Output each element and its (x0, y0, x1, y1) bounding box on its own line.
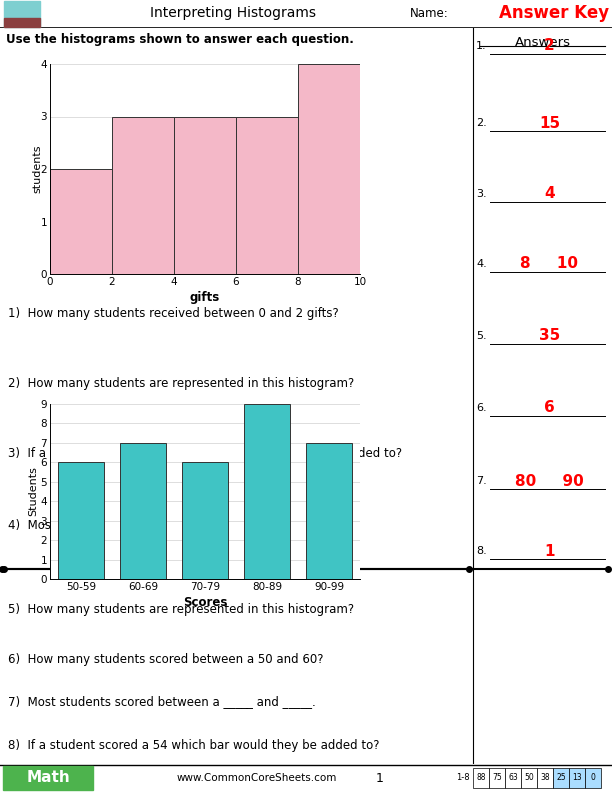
Text: 4)  Most students received between _____ and _____ gifts.: 4) Most students received between _____ … (8, 520, 346, 532)
Text: 35: 35 (539, 329, 560, 344)
Text: Answers: Answers (515, 36, 570, 49)
Text: 2: 2 (544, 39, 555, 54)
Text: 50: 50 (524, 774, 534, 782)
Y-axis label: students: students (33, 145, 43, 193)
Bar (174, 116, 236, 274)
Bar (306, 443, 353, 579)
Text: 38: 38 (540, 774, 550, 782)
Bar (58, 463, 104, 579)
Text: 8     10: 8 10 (520, 257, 578, 272)
Bar (4, 1, 40, 27)
Text: 1)  How many students received between 0 and 2 gifts?: 1) How many students received between 0 … (8, 307, 339, 321)
Text: 8)  If a student scored a 54 which bar would they be added to?: 8) If a student scored a 54 which bar wo… (8, 740, 379, 752)
X-axis label: Scores: Scores (183, 596, 227, 609)
Bar (244, 404, 290, 579)
Text: 25: 25 (556, 774, 566, 782)
Bar (585, 768, 601, 788)
Y-axis label: Students: Students (28, 466, 38, 516)
Bar (505, 768, 521, 788)
Bar (4, 18, 40, 27)
Text: 2.: 2. (476, 118, 487, 128)
Bar (112, 116, 174, 274)
Text: Math: Math (26, 771, 70, 786)
Text: 3)  If a student received 6 gifts which bar would they be added to?: 3) If a student received 6 gifts which b… (8, 447, 402, 460)
Bar (553, 768, 569, 788)
Text: 8.: 8. (476, 546, 487, 556)
Text: 1.: 1. (476, 41, 487, 51)
Text: 1-8: 1-8 (457, 774, 470, 782)
Text: 75: 75 (492, 774, 502, 782)
Text: 6: 6 (544, 401, 555, 416)
Text: Use the histograms shown to answer each question.: Use the histograms shown to answer each … (6, 33, 354, 46)
Text: 3.: 3. (476, 189, 487, 199)
Text: 4: 4 (544, 186, 554, 201)
Text: Interpreting Histograms: Interpreting Histograms (149, 6, 316, 21)
Text: 63: 63 (508, 774, 518, 782)
Bar (3, 766, 93, 790)
Text: Name:: Name: (410, 7, 449, 20)
Bar (236, 116, 298, 274)
Bar (50, 169, 112, 274)
Text: 5)  How many students are represented in this histogram?: 5) How many students are represented in … (8, 603, 354, 615)
Bar (537, 768, 553, 788)
Bar (473, 768, 489, 788)
Bar (489, 768, 505, 788)
Text: 80     90: 80 90 (515, 474, 584, 489)
Bar (120, 443, 166, 579)
Text: 0: 0 (591, 774, 595, 782)
Text: 1: 1 (376, 771, 383, 785)
Bar (569, 768, 585, 788)
Text: Answer Key: Answer Key (499, 5, 609, 22)
Bar (521, 768, 537, 788)
Text: 13: 13 (572, 774, 582, 782)
Bar (298, 64, 360, 274)
X-axis label: gifts: gifts (190, 291, 220, 304)
Text: 7)  Most students scored between a _____ and _____.: 7) Most students scored between a _____ … (8, 695, 316, 709)
Text: 15: 15 (539, 116, 560, 131)
Text: 6.: 6. (476, 403, 487, 413)
Text: 4.: 4. (476, 259, 487, 269)
Text: 7.: 7. (476, 476, 487, 486)
Text: 1: 1 (544, 543, 554, 558)
Bar (182, 463, 228, 579)
Text: 5.: 5. (476, 331, 487, 341)
Text: 2)  How many students are represented in this histogram?: 2) How many students are represented in … (8, 378, 354, 390)
Text: 6)  How many students scored between a 50 and 60?: 6) How many students scored between a 50… (8, 653, 324, 665)
Text: www.CommonCoreSheets.com: www.CommonCoreSheets.com (177, 773, 337, 783)
Text: 88: 88 (476, 774, 486, 782)
